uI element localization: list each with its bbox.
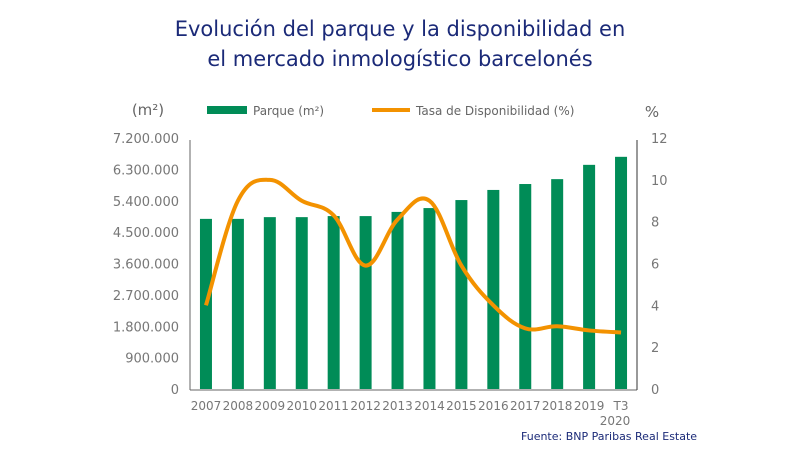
bar-parque <box>519 184 532 389</box>
y-right-tick-label: 10 <box>651 174 668 189</box>
legend-swatch-tasa <box>372 108 410 112</box>
y-left-ticks: 0 900.000 1.800.000 2.700.000 3.600.000 4.500… <box>113 132 179 398</box>
y-right-axis-label: % <box>645 103 659 121</box>
y-right-ticks: 0 2 4 6 8 10 12 <box>651 132 668 398</box>
y-left-tick-label: 0 <box>171 383 179 398</box>
y-right-tick-label: 6 <box>651 258 659 273</box>
x-tick-label: 2014 <box>414 399 445 413</box>
chart-title-line-2: el mercado inmologístico barcelonés <box>207 47 593 71</box>
y-left-tick-label: 2.700.000 <box>113 289 179 304</box>
bar-parque <box>615 156 628 389</box>
bar-parque <box>423 208 436 389</box>
x-tick-label: 2012 <box>350 399 381 413</box>
x-tick-label: 2016 <box>478 399 509 413</box>
line-tasa-disponibilidad <box>204 177 622 335</box>
legend: Parque (m²) Tasa de Disponibilidad (%) <box>207 104 574 118</box>
x-tick-label: 2018 <box>542 399 573 413</box>
y-left-tick-label: 4.500.000 <box>113 226 179 241</box>
bar-parque <box>231 218 244 389</box>
bar-parque <box>583 164 596 389</box>
y-left-tick-label: 6.300.000 <box>113 163 179 178</box>
bar-parque <box>391 211 404 389</box>
legend-label-tasa: Tasa de Disponibilidad (%) <box>415 104 574 118</box>
bar-parque <box>551 179 564 389</box>
y-left-tick-label: 1.800.000 <box>113 320 179 335</box>
bar-parque <box>263 217 276 389</box>
x-tick-label: 2008 <box>223 399 254 413</box>
chart-title: Evolución del parque y la disponibilidad… <box>0 14 800 74</box>
x-tick-label: T3 <box>613 399 629 413</box>
y-right-tick-label: 0 <box>651 383 659 398</box>
x-ticks: 2007 2008 2009 2010 2011 2012 2013 2014 2015 2016… <box>191 399 631 428</box>
y-right-tick-label: 12 <box>651 132 668 147</box>
x-tick-label: 2020 <box>600 414 631 428</box>
x-tick-label: 2011 <box>318 399 349 413</box>
bar-parque <box>359 216 372 389</box>
legend-label-parque: Parque (m²) <box>253 104 324 118</box>
chart-title-line-1: Evolución del parque y la disponibilidad… <box>174 17 626 41</box>
bar-parque <box>455 200 468 389</box>
x-tick-label: 2019 <box>574 399 605 413</box>
x-tick-label: 2017 <box>510 399 541 413</box>
y-left-tick-label: 3.600.000 <box>113 258 179 273</box>
x-tick-label: 2010 <box>286 399 317 413</box>
y-left-axis-label: (m²) <box>132 101 164 119</box>
y-left-tick-label: 900.000 <box>125 352 179 367</box>
bar-parque <box>327 216 340 389</box>
legend-swatch-parque <box>207 106 247 114</box>
y-left-tick-label: 7.200.000 <box>113 132 179 147</box>
x-tick-label: 2009 <box>255 399 286 413</box>
bars-parque <box>199 156 628 389</box>
y-right-tick-label: 2 <box>651 341 659 356</box>
source-note: Fuente: BNP Paribas Real Estate <box>521 430 698 443</box>
bar-parque <box>295 217 308 389</box>
bar-parque <box>487 189 500 389</box>
y-right-tick-label: 4 <box>651 299 659 314</box>
x-tick-label: 2015 <box>446 399 477 413</box>
y-right-tick-label: 8 <box>651 216 659 231</box>
x-tick-label: 2007 <box>191 399 222 413</box>
x-tick-label: 2013 <box>382 399 413 413</box>
y-left-tick-label: 5.400.000 <box>113 195 179 210</box>
